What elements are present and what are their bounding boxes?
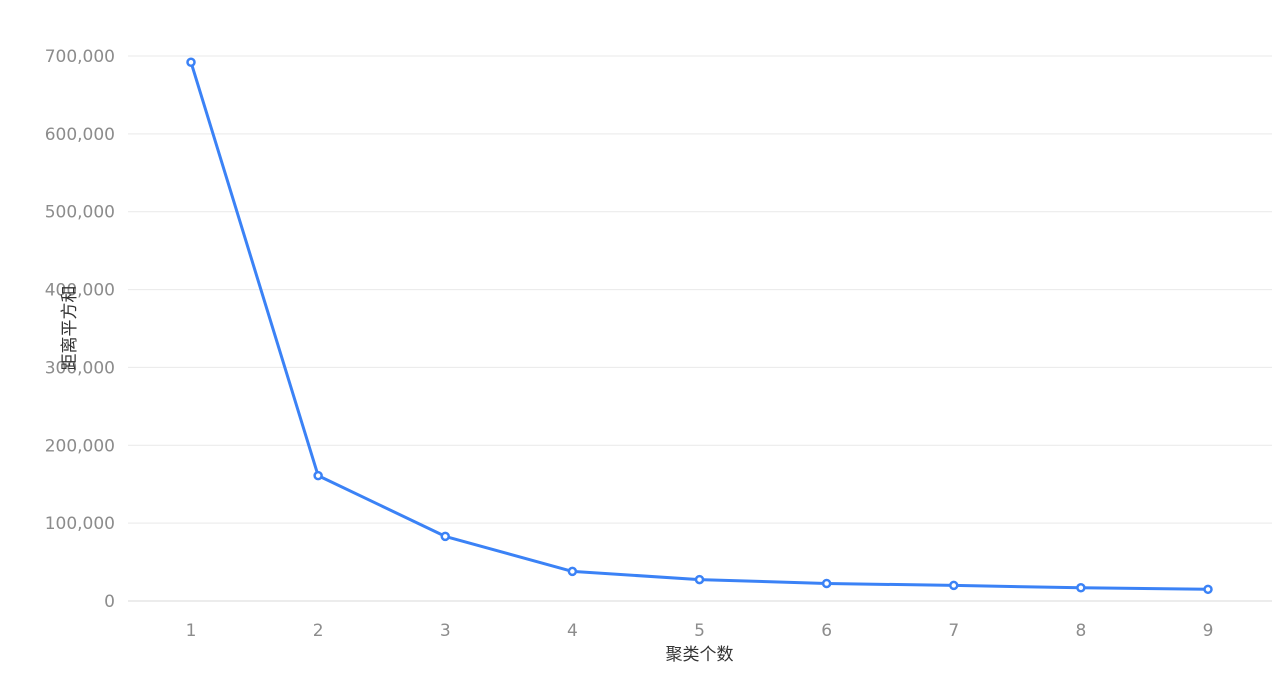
y-tick-label: 700,000 xyxy=(45,47,115,67)
y-tick-label: 400,000 xyxy=(45,281,115,301)
x-tick-label: 7 xyxy=(948,621,959,641)
x-axis-tick-labels: 1 2 3 4 5 6 7 8 9 xyxy=(186,621,1214,641)
data-point[interactable] xyxy=(821,578,832,589)
data-point[interactable] xyxy=(440,531,450,542)
data-point[interactable] xyxy=(186,57,196,67)
data-point[interactable] xyxy=(567,566,578,577)
y-tick-label: 0 xyxy=(104,592,115,612)
data-point[interactable] xyxy=(694,574,705,585)
x-tick-label: 5 xyxy=(694,621,705,641)
data-point[interactable] xyxy=(313,470,323,481)
x-tick-label: 3 xyxy=(440,621,451,641)
y-tick-label: 500,000 xyxy=(45,203,115,223)
series-line xyxy=(189,60,1210,591)
y-tick-label: 200,000 xyxy=(45,436,115,456)
grid-lines xyxy=(128,55,1272,602)
series-layer xyxy=(186,57,1213,595)
y-tick-label: 300,000 xyxy=(45,358,115,378)
data-point[interactable] xyxy=(1076,583,1086,593)
x-tick-label: 4 xyxy=(567,621,578,641)
y-tick-label: 100,000 xyxy=(45,514,115,534)
x-tick-label: 8 xyxy=(1075,621,1086,641)
x-axis-title: 聚类个数 xyxy=(666,645,734,665)
x-tick-label: 9 xyxy=(1203,621,1214,641)
data-point[interactable] xyxy=(949,580,959,591)
y-axis-title: 距离平方和 xyxy=(60,286,80,371)
data-point[interactable] xyxy=(1203,584,1213,595)
y-axis-tick-labels: 0 100,000 200,000 300,000 400,000 500,000 600,… xyxy=(45,47,115,612)
y-tick-label: 600,000 xyxy=(45,125,115,145)
x-tick-label: 1 xyxy=(186,621,197,641)
x-tick-label: 2 xyxy=(313,621,324,641)
x-tick-label: 6 xyxy=(821,621,832,641)
